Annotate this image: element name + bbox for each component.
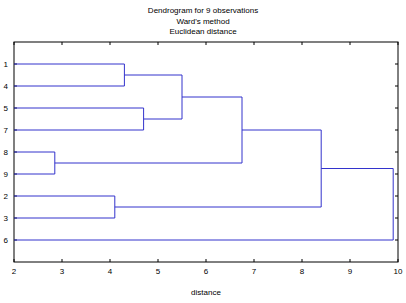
- y-tick: [395, 218, 398, 219]
- leaf-label: 6: [4, 236, 9, 245]
- y-tick: [395, 240, 398, 241]
- link-horizontal: [14, 108, 144, 109]
- link-horizontal: [14, 174, 55, 175]
- x-tick-label: 3: [60, 267, 65, 276]
- leaf-label: 4: [4, 82, 9, 91]
- link-horizontal: [242, 130, 321, 131]
- leaf-label: 3: [4, 214, 9, 223]
- x-tick-label: 4: [108, 267, 113, 276]
- background: [0, 0, 406, 303]
- x-tick: [254, 259, 255, 262]
- link-horizontal: [14, 240, 393, 241]
- x-tick: [254, 42, 255, 45]
- x-tick: [110, 42, 111, 45]
- x-tick-label: 6: [204, 267, 209, 276]
- x-tick-label: 9: [348, 267, 353, 276]
- leaf-label: 5: [4, 104, 9, 113]
- y-tick: [395, 130, 398, 131]
- x-tick-label: 5: [156, 267, 161, 276]
- x-tick: [158, 259, 159, 262]
- link-horizontal: [14, 152, 55, 153]
- x-tick: [14, 42, 15, 45]
- y-tick: [395, 64, 398, 65]
- subtitle: Ward's method: [176, 17, 229, 26]
- y-tick: [395, 86, 398, 87]
- x-tick: [302, 259, 303, 262]
- leaf-label: 8: [4, 148, 9, 157]
- dendrogram-links: [14, 64, 393, 240]
- leaf-label: 2: [4, 192, 9, 201]
- leaf-label: 9: [4, 170, 9, 179]
- link-horizontal: [182, 97, 242, 98]
- x-tick-label: 10: [394, 267, 403, 276]
- link-horizontal: [14, 86, 124, 87]
- link-horizontal: [14, 196, 115, 197]
- x-tick: [398, 42, 399, 45]
- x-tick: [350, 42, 351, 45]
- x-tick: [206, 259, 207, 262]
- x-tick: [110, 259, 111, 262]
- title: Dendrogram for 9 observations: [148, 6, 258, 15]
- link-horizontal: [14, 64, 124, 65]
- plot-frame: [14, 42, 398, 262]
- x-tick-label: 8: [300, 267, 305, 276]
- x-tick: [62, 42, 63, 45]
- subtitle: Euclidean distance: [169, 27, 237, 36]
- x-tick-label: 7: [252, 267, 257, 276]
- y-tick: [395, 108, 398, 109]
- link-horizontal: [124, 75, 182, 76]
- y-tick: [395, 174, 398, 175]
- x-tick: [62, 259, 63, 262]
- x-tick-label: 2: [12, 267, 17, 276]
- link-vertical: [393, 169, 394, 241]
- y-tick: [395, 196, 398, 197]
- leaf-label: 7: [4, 126, 9, 135]
- link-horizontal: [321, 168, 393, 169]
- link-horizontal: [144, 119, 182, 120]
- x-axis-label: distance: [191, 288, 221, 297]
- chart: Dendrogram for 9 observations Ward's meth…: [0, 0, 406, 303]
- x-tick: [206, 42, 207, 45]
- link-horizontal: [14, 218, 115, 219]
- link-horizontal: [14, 130, 144, 131]
- leaf-label: 1: [4, 60, 9, 69]
- x-tick: [398, 259, 399, 262]
- link-horizontal: [55, 163, 242, 164]
- link-horizontal: [115, 207, 321, 208]
- x-tick: [350, 259, 351, 262]
- x-tick: [14, 259, 15, 262]
- x-tick: [302, 42, 303, 45]
- y-tick: [395, 152, 398, 153]
- x-tick: [158, 42, 159, 45]
